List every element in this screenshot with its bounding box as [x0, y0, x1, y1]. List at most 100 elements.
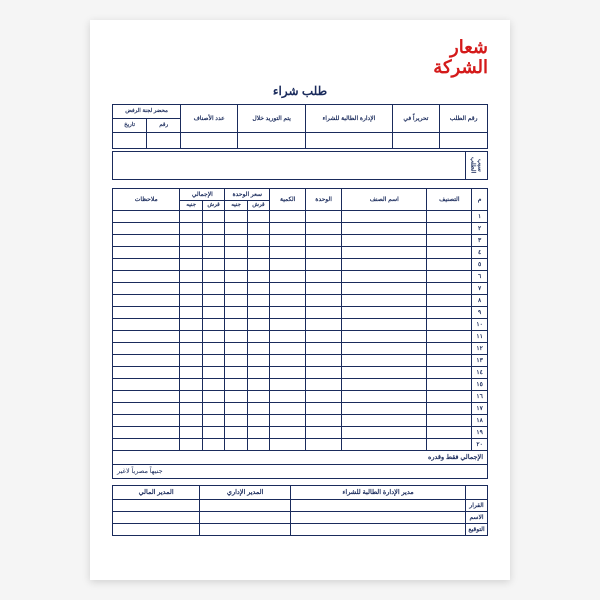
item-cell[interactable] [202, 294, 224, 306]
item-cell[interactable] [113, 246, 180, 258]
cell-sig-fin[interactable] [113, 523, 200, 535]
item-cell[interactable] [342, 306, 427, 318]
item-cell[interactable] [113, 318, 180, 330]
item-cell[interactable] [427, 342, 472, 354]
cell-issued-on[interactable] [392, 132, 440, 148]
item-cell[interactable] [202, 222, 224, 234]
item-cell[interactable] [180, 210, 202, 222]
item-cell[interactable] [113, 402, 180, 414]
item-cell[interactable] [247, 270, 269, 282]
item-cell[interactable] [342, 390, 427, 402]
item-cell[interactable] [225, 306, 247, 318]
item-cell[interactable] [342, 210, 427, 222]
item-cell[interactable] [427, 282, 472, 294]
item-cell[interactable] [180, 222, 202, 234]
item-cell[interactable] [427, 258, 472, 270]
item-cell[interactable] [247, 222, 269, 234]
item-cell[interactable] [306, 282, 342, 294]
item-cell[interactable] [247, 234, 269, 246]
cell-rej-no[interactable] [147, 132, 181, 148]
item-cell[interactable] [247, 210, 269, 222]
item-cell[interactable] [306, 210, 342, 222]
item-cell[interactable] [270, 438, 306, 450]
item-cell[interactable] [113, 330, 180, 342]
item-cell[interactable] [180, 366, 202, 378]
item-cell[interactable] [225, 354, 247, 366]
item-cell[interactable] [247, 354, 269, 366]
item-cell[interactable] [113, 294, 180, 306]
item-cell[interactable] [225, 282, 247, 294]
item-cell[interactable] [342, 330, 427, 342]
item-cell[interactable] [180, 234, 202, 246]
item-cell[interactable] [113, 222, 180, 234]
item-cell[interactable] [427, 246, 472, 258]
item-cell[interactable] [247, 378, 269, 390]
item-cell[interactable] [427, 234, 472, 246]
item-cell[interactable] [225, 438, 247, 450]
item-cell[interactable] [427, 318, 472, 330]
item-cell[interactable] [113, 342, 180, 354]
item-cell[interactable] [306, 342, 342, 354]
item-cell[interactable] [427, 270, 472, 282]
item-cell[interactable] [225, 402, 247, 414]
item-cell[interactable] [202, 414, 224, 426]
cell-supply-within[interactable] [238, 132, 306, 148]
item-cell[interactable] [427, 390, 472, 402]
item-cell[interactable] [247, 426, 269, 438]
item-cell[interactable] [342, 342, 427, 354]
item-cell[interactable] [342, 258, 427, 270]
cell-item-count[interactable] [181, 132, 238, 148]
item-cell[interactable] [113, 210, 180, 222]
item-cell[interactable] [202, 354, 224, 366]
item-cell[interactable] [306, 438, 342, 450]
item-cell[interactable] [342, 318, 427, 330]
item-cell[interactable] [306, 234, 342, 246]
item-cell[interactable] [180, 294, 202, 306]
item-cell[interactable] [180, 378, 202, 390]
item-cell[interactable] [202, 234, 224, 246]
item-cell[interactable] [427, 426, 472, 438]
item-cell[interactable] [306, 378, 342, 390]
item-cell[interactable] [225, 318, 247, 330]
item-cell[interactable] [306, 270, 342, 282]
item-cell[interactable] [225, 330, 247, 342]
item-cell[interactable] [247, 438, 269, 450]
cell-name-fin[interactable] [113, 511, 200, 523]
item-cell[interactable] [306, 354, 342, 366]
item-cell[interactable] [306, 306, 342, 318]
item-cell[interactable] [202, 402, 224, 414]
item-cell[interactable] [225, 222, 247, 234]
item-cell[interactable] [427, 306, 472, 318]
item-cell[interactable] [342, 366, 427, 378]
cell-decision-req[interactable] [291, 499, 466, 511]
item-cell[interactable] [270, 366, 306, 378]
item-cell[interactable] [427, 438, 472, 450]
item-cell[interactable] [247, 366, 269, 378]
reason-cell[interactable] [113, 151, 466, 179]
item-cell[interactable] [225, 342, 247, 354]
item-cell[interactable] [225, 390, 247, 402]
item-cell[interactable] [427, 330, 472, 342]
item-cell[interactable] [180, 414, 202, 426]
item-cell[interactable] [342, 426, 427, 438]
item-cell[interactable] [225, 378, 247, 390]
item-cell[interactable] [202, 282, 224, 294]
item-cell[interactable] [270, 354, 306, 366]
item-cell[interactable] [427, 222, 472, 234]
item-cell[interactable] [113, 270, 180, 282]
item-cell[interactable] [180, 438, 202, 450]
item-cell[interactable] [225, 258, 247, 270]
item-cell[interactable] [225, 426, 247, 438]
item-cell[interactable] [225, 270, 247, 282]
item-cell[interactable] [306, 222, 342, 234]
item-cell[interactable] [342, 438, 427, 450]
item-cell[interactable] [247, 258, 269, 270]
item-cell[interactable] [306, 246, 342, 258]
item-cell[interactable] [202, 366, 224, 378]
item-cell[interactable] [202, 342, 224, 354]
item-cell[interactable] [270, 222, 306, 234]
item-cell[interactable] [270, 402, 306, 414]
item-cell[interactable] [427, 366, 472, 378]
item-cell[interactable] [306, 426, 342, 438]
item-cell[interactable] [342, 270, 427, 282]
